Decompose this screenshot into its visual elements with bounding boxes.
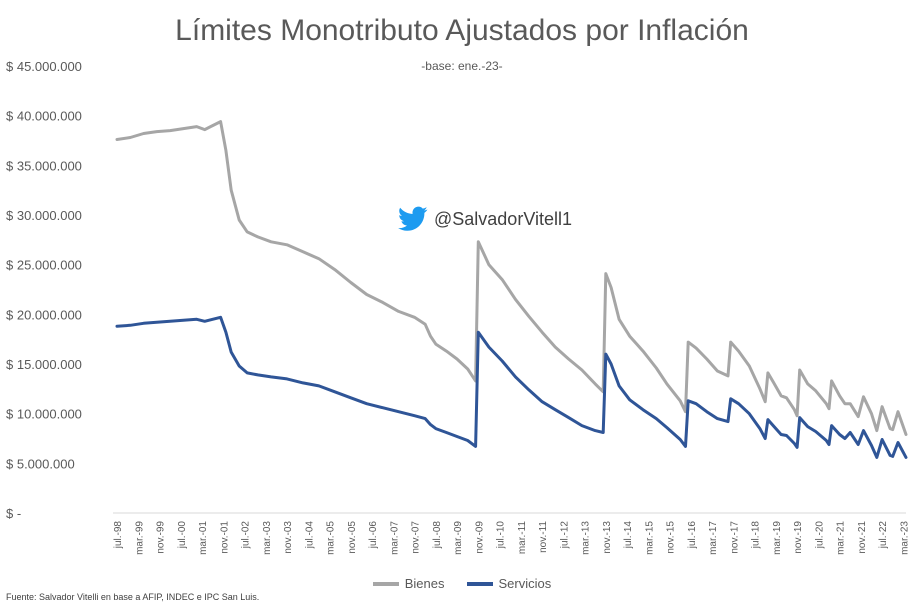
- y-tick-label: $ 10.000.000: [6, 407, 82, 422]
- x-tick-label: jul.-10: [496, 521, 507, 550]
- x-tick-label: mar.-17: [708, 521, 719, 555]
- x-tick-label: mar.-99: [134, 521, 145, 555]
- series-lines: [115, 120, 908, 459]
- y-tick-label: $ 20.000.000: [6, 307, 82, 322]
- x-tick-label: nov.-21: [857, 521, 868, 554]
- x-tick-label: nov.-05: [347, 521, 358, 554]
- x-tick-label: nov.-01: [219, 521, 230, 554]
- x-tick-label: mar.-09: [453, 521, 464, 555]
- x-tick-label: mar.-15: [644, 521, 655, 555]
- x-tick-label: jul.-12: [559, 521, 570, 550]
- legend: Bienes Servicios: [0, 576, 924, 591]
- x-tick-label: mar.-07: [389, 521, 400, 555]
- x-tick-label: mar.-11: [517, 521, 528, 555]
- x-tick-label: mar.-23: [899, 521, 910, 555]
- x-tick-label: nov.-09: [474, 521, 485, 554]
- x-tick-label: nov.-17: [729, 521, 740, 554]
- series-line-bienes: [115, 120, 908, 436]
- x-tick-label: mar.-19: [772, 521, 783, 555]
- x-tick-label: nov.-99: [156, 521, 167, 554]
- x-tick-label: nov.-07: [411, 521, 422, 554]
- x-tick-label: mar.-13: [581, 521, 592, 555]
- x-tick-label: jul.-06: [368, 521, 379, 550]
- x-tick-label: nov.-19: [793, 521, 804, 554]
- x-tick-label: nov.-15: [666, 521, 677, 554]
- y-tick-label: $ 40.000.000: [6, 109, 82, 124]
- series-line-servicios: [115, 315, 908, 459]
- x-tick-label: mar.-21: [836, 521, 847, 555]
- x-tick-label: jul.-18: [751, 521, 762, 550]
- y-tick-label: $ 35.000.000: [6, 158, 82, 173]
- y-tick-label: $ 15.000.000: [6, 357, 82, 372]
- source-note: Fuente: Salvador Vitelli en base a AFIP,…: [6, 592, 260, 602]
- x-tick-label: jul.-02: [241, 521, 252, 550]
- y-tick-label: $ 25.000.000: [6, 258, 82, 273]
- y-tick-label: $ -: [6, 506, 21, 521]
- x-tick-label: jul.-08: [432, 521, 443, 550]
- twitter-watermark: @SalvadorVitell1: [398, 206, 572, 232]
- x-tick-label: jul.-20: [814, 521, 825, 550]
- x-tick-label: nov.-13: [602, 521, 613, 554]
- x-tick-label: jul.-16: [687, 521, 698, 550]
- legend-item-servicios: Servicios: [466, 576, 552, 591]
- legend-item-bienes: Bienes: [372, 576, 445, 591]
- x-axis-ticks: jul.-98 mar.-99 nov.-99 jul.-00 mar.-01 nov.-…: [113, 521, 910, 555]
- x-tick-label: jul.-00: [177, 521, 188, 550]
- legend-label-servicios: Servicios: [498, 576, 552, 591]
- y-tick-label: $ 45.000.000: [6, 59, 82, 74]
- y-axis-ticks: $ - $ 5.000.000 $ 10.000.000 $ 15.000.000 $ …: [6, 59, 82, 521]
- x-tick-label: jul.-04: [304, 521, 315, 550]
- legend-swatch-servicios: [466, 581, 493, 586]
- x-tick-label: mar.-03: [262, 521, 273, 555]
- x-tick-label: nov.-03: [283, 521, 294, 554]
- legend-label-bienes: Bienes: [404, 576, 445, 591]
- chart-subtitle: -base: ene.-23-: [421, 59, 503, 73]
- x-tick-label: mar.-01: [198, 521, 209, 555]
- x-tick-label: jul.-22: [878, 521, 889, 550]
- chart-title: Límites Monotributo Ajustados por Inflac…: [175, 14, 749, 47]
- x-tick-label: mar.-05: [326, 521, 337, 555]
- x-tick-label: jul.-14: [623, 521, 634, 550]
- twitter-handle: @SalvadorVitell1: [434, 208, 573, 229]
- y-tick-label: $ 5.000.000: [6, 456, 75, 471]
- twitter-bird-icon: [398, 206, 428, 231]
- legend-swatch-bienes: [372, 581, 399, 586]
- y-tick-label: $ 30.000.000: [6, 208, 82, 223]
- x-tick-label: nov.-11: [538, 521, 549, 553]
- x-tick-label: jul.-98: [113, 521, 124, 550]
